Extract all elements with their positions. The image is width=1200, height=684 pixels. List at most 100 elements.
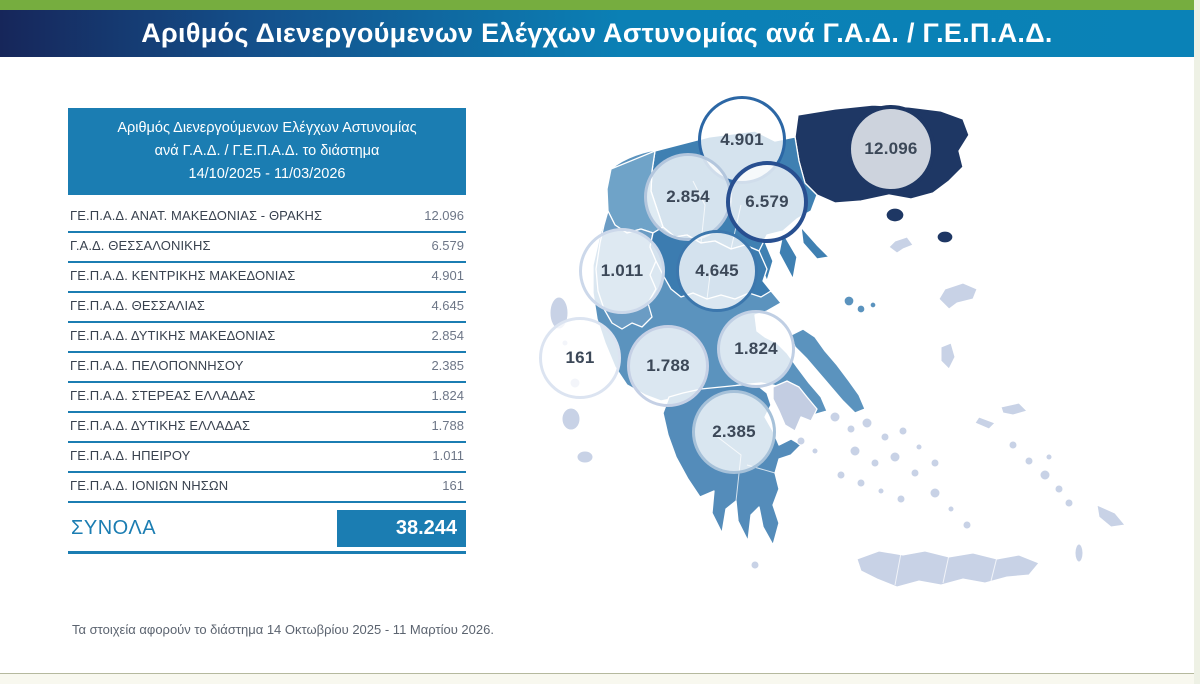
top-green-strip [0, 0, 1194, 10]
row-label: ΓΕ.Π.Α.Δ. ΣΤΕΡΕΑΣ ΕΛΛΑΔΑΣ [70, 388, 256, 404]
island-cyclades [846, 424, 856, 434]
island-cyclades [861, 417, 873, 429]
table-row: Γ.Α.Δ. ΘΕΣΣΑΛΟΝΙΚΗΣ 6.579 [68, 233, 466, 263]
table-header: Αριθμός Διενεργούμενων Ελέγχων Αστυνομία… [68, 108, 466, 195]
row-value: 12.096 [424, 208, 464, 224]
row-label: ΓΕ.Π.Α.Δ. ΗΠΕΙΡΟΥ [70, 448, 191, 464]
region-euboea [790, 328, 866, 414]
table-row: ΓΕ.Π.Α.Δ. ΣΤΕΡΕΑΣ ΕΛΛΑΔΑΣ 1.824 [68, 383, 466, 413]
total-label: ΣΥΝΟΛΑ [71, 516, 157, 539]
row-label: ΓΕ.Π.Α.Δ. ΔΥΤΙΚΗΣ ΕΛΛΑΔΑΣ [70, 418, 251, 434]
island-sporades [856, 304, 866, 314]
island-thasos [885, 207, 905, 223]
island-chios [940, 342, 956, 370]
row-label: ΓΕ.Π.Α.Δ. ΙΟΝΙΩΝ ΝΗΣΩΝ [70, 478, 229, 494]
table-row: ΓΕ.Π.Α.Δ. ΚΕΝΤΡΙΚΗΣ ΜΑΚΕΔΟΝΙΑΣ 4.901 [68, 263, 466, 293]
island-rhodes [1096, 504, 1126, 528]
map-bubble: 1.011 [579, 228, 665, 314]
map-bubble: 2.385 [692, 390, 776, 474]
map-bubble: 161 [539, 317, 621, 399]
island-samos [1000, 402, 1028, 416]
row-label: ΓΕ.Π.Α.Δ. ΘΕΣΣΑΛΙΑΣ [70, 298, 206, 314]
table-header-line-3: 14/10/2025 - 11/03/2026 [188, 165, 346, 182]
table-row: ΓΕ.Π.Α.Δ. ΗΠΕΙΡΟΥ 1.011 [68, 443, 466, 473]
map-bubble: 1.824 [717, 310, 795, 388]
table-row: ΓΕ.Π.Α.Δ. ΔΥΤΙΚΗΣ ΜΑΚΕΔΟΝΙΑΣ 2.854 [68, 323, 466, 353]
map-bubble: 4.645 [676, 230, 758, 312]
total-value: 38.244 [337, 509, 466, 547]
island-saronic [811, 447, 819, 455]
row-label: ΓΕ.Π.Α.Δ. ΔΥΤΙΚΗΣ ΜΑΚΕΔΟΝΙΑΣ [70, 328, 276, 344]
island-dodecanese [1045, 453, 1053, 461]
island-cyclades [849, 445, 861, 457]
row-value: 1.788 [431, 418, 464, 434]
region-chalkidiki [778, 232, 798, 280]
island-samothraki [936, 230, 954, 244]
island-cyclades [829, 411, 841, 423]
island-lesbos [938, 282, 978, 310]
greece-bubble-map: 4.901 12.096 2.854 6.579 1.011 4.645 161 1.788 1… [505, 85, 1195, 670]
row-value: 2.385 [431, 358, 464, 374]
island-cyclades [910, 468, 920, 478]
table-header-line-1: Αριθμός Διενεργούμενων Ελέγχων Αστυνομία… [117, 120, 417, 136]
map-bubble: 6.579 [726, 161, 808, 243]
island-kefalonia [561, 407, 581, 431]
table-row: ΓΕ.Π.Α.Δ. ΑΝΑΤ. ΜΑΚΕΔΟΝΙΑΣ - ΘΡΑΚΗΣ 12.09… [68, 203, 466, 233]
row-value: 161 [442, 478, 464, 494]
row-label: ΓΕ.Π.Α.Δ. ΑΝΑΤ. ΜΑΚΕΔΟΝΙΑΣ - ΘΡΑΚΗΣ [70, 208, 323, 224]
island-cyclades [877, 487, 885, 495]
island-dodecanese [1024, 456, 1034, 466]
island-dodecanese [1039, 469, 1051, 481]
title-bar: Αριθμός Διενεργούμενων Ελέγχων Αστυνομία… [0, 10, 1194, 57]
table-row: ΓΕ.Π.Α.Δ. ΔΥΤΙΚΗΣ ΕΛΛΑΔΑΣ 1.788 [68, 413, 466, 443]
island-cyclades [947, 505, 955, 513]
row-value: 6.579 [431, 238, 464, 254]
table-row: ΓΕ.Π.Α.Δ. ΙΟΝΙΩΝ ΝΗΣΩΝ 161 [68, 473, 466, 503]
row-value: 4.645 [431, 298, 464, 314]
island-cyclades [929, 487, 941, 499]
row-value: 4.901 [431, 268, 464, 284]
island-cyclades [870, 458, 880, 468]
row-value: 1.824 [431, 388, 464, 404]
row-label: ΓΕ.Π.Α.Δ. ΠΕΛΟΠΟΝΝΗΣΟΥ [70, 358, 244, 374]
island-dodecanese [1064, 498, 1074, 508]
island-cyclades [856, 478, 866, 488]
footnote: Τα στοιχεία αφορούν το διάστημα 14 Οκτωβ… [72, 622, 494, 637]
map-bubble: 2.854 [644, 153, 732, 241]
island-dodecanese [1008, 440, 1018, 450]
island-cyclades [896, 494, 906, 504]
table-row: ΓΕ.Π.Α.Δ. ΠΕΛΟΠΟΝΝΗΣΟΥ 2.385 [68, 353, 466, 383]
map-bubble: 12.096 [847, 105, 935, 193]
region-attica [772, 380, 818, 432]
island-cyclades [915, 443, 923, 451]
island-kythira [750, 560, 760, 570]
bottom-edge-strip [0, 673, 1194, 684]
island-cyclades [880, 432, 890, 442]
total-row: ΣΥΝΟΛΑ 38.244 [68, 509, 466, 554]
row-value: 2.854 [431, 328, 464, 344]
island-cyclades [836, 470, 846, 480]
island-sporades [843, 295, 855, 307]
island-sporades [869, 301, 877, 309]
table-row: ΓΕ.Π.Α.Δ. ΘΕΣΣΑΛΙΑΣ 4.645 [68, 293, 466, 323]
island-cyclades [962, 520, 972, 530]
table-header-line-2: ανά Γ.Α.Δ. / Γ.Ε.Π.Α.Δ. το διάστημα [154, 142, 380, 159]
island-saronic [796, 436, 806, 446]
island-ikaria [974, 416, 996, 430]
map-bubble: 1.788 [627, 325, 709, 407]
island-crete [856, 550, 1040, 588]
island-karpathos [1074, 543, 1084, 563]
right-edge-strip [1194, 0, 1200, 684]
page-title: Αριθμός Διενεργούμενων Ελέγχων Αστυνομία… [141, 18, 1053, 48]
island-cyclades [930, 458, 940, 468]
row-label: ΓΕ.Π.Α.Δ. ΚΕΝΤΡΙΚΗΣ ΜΑΚΕΔΟΝΙΑΣ [70, 268, 296, 284]
region-chalkidiki [800, 226, 830, 260]
island-zakynthos [576, 450, 594, 464]
island-cyclades [898, 426, 908, 436]
island-dodecanese [1054, 484, 1064, 494]
summary-table: Αριθμός Διενεργούμενων Ελέγχων Αστυνομία… [68, 108, 466, 554]
table-rows: ΓΕ.Π.Α.Δ. ΑΝΑΤ. ΜΑΚΕΔΟΝΙΑΣ - ΘΡΑΚΗΣ 12.09… [68, 203, 466, 503]
row-value: 1.011 [432, 448, 464, 464]
island-limnos [888, 236, 914, 254]
row-label: Γ.Α.Δ. ΘΕΣΣΑΛΟΝΙΚΗΣ [70, 238, 211, 254]
